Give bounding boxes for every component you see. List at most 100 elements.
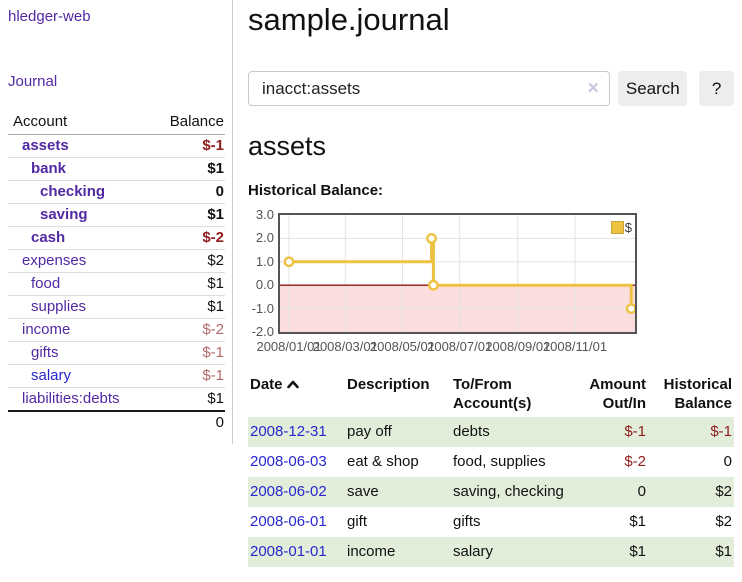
account-balance: $-2: [148, 226, 225, 250]
register-header-amount-line1: Amount: [589, 376, 646, 393]
account-link[interactable]: salary: [31, 367, 72, 384]
transaction-description: eat & shop: [347, 453, 419, 470]
transaction-date-link[interactable]: 2008-12-31: [250, 423, 327, 440]
register-header-amount[interactable]: Amount Out/In: [569, 373, 648, 417]
accounts-table: Account Balance assets $-1 bank $1 checking 0…: [8, 110, 225, 434]
account-link[interactable]: gifts: [31, 344, 59, 361]
account-row: income $-2: [8, 318, 225, 342]
accounts-header-account: Account: [8, 110, 149, 135]
account-balance: $-2: [148, 318, 225, 342]
search-input[interactable]: [249, 72, 610, 105]
account-balance: $1: [148, 387, 225, 412]
legend-label: $: [624, 220, 632, 235]
account-balance: $1: [148, 157, 225, 181]
account-balance: $1: [148, 272, 225, 296]
account-link[interactable]: supplies: [31, 298, 87, 315]
transaction-balance: 0: [723, 453, 732, 470]
transaction-row: 2008-01-01 income salary $1 $1: [248, 537, 734, 567]
account-link[interactable]: liabilities:debts: [22, 390, 120, 407]
transaction-description: gift: [347, 513, 368, 530]
register-header-description[interactable]: Description: [347, 376, 430, 393]
search-box: ✕: [248, 71, 611, 106]
transaction-row: 2008-06-03 eat & shop food, supplies $-2 0: [248, 447, 734, 477]
transaction-accounts: salary: [453, 543, 494, 560]
account-balance: 0: [148, 180, 225, 204]
transaction-balance: $-1: [710, 423, 732, 440]
transaction-date-link[interactable]: 2008-06-01: [250, 513, 327, 530]
account-link[interactable]: expenses: [22, 252, 87, 269]
transaction-amount: 0: [637, 483, 646, 500]
x-axis-tick-label: 2008/11/01: [542, 339, 608, 354]
account-balance: $-1: [148, 134, 225, 158]
legend-swatch-icon: [610, 221, 624, 234]
transaction-date-link[interactable]: 2008-01-01: [250, 543, 327, 560]
app-title-link[interactable]: hledger-web: [8, 8, 91, 25]
account-link[interactable]: saving: [40, 206, 88, 223]
y-axis-tick-label: 1.0: [255, 253, 274, 269]
help-button[interactable]: ?: [699, 71, 734, 106]
account-row: food $1: [8, 272, 225, 296]
account-row: liabilities:debts $1: [8, 387, 225, 412]
accounts-total-row: 0: [8, 410, 225, 434]
x-axis-tick-label: 2008/09/01: [485, 339, 551, 354]
register-header-amount-line2: Out/In: [602, 395, 646, 412]
account-balance: $-1: [148, 341, 225, 365]
data-point-marker: [428, 279, 439, 291]
account-balance: $1: [148, 295, 225, 319]
account-row: expenses $2: [8, 249, 225, 273]
y-axis-tick-label: -2.0: [251, 324, 274, 339]
register-header-date[interactable]: Date: [248, 373, 345, 417]
chart-heading: Historical Balance:: [248, 182, 384, 199]
account-balance: $1: [148, 203, 225, 227]
account-row: saving $1: [8, 203, 225, 227]
register-header-balance-line1: Historical: [663, 376, 732, 393]
main-content: sample.journal ✕ Search ? assets Histori…: [248, 0, 734, 567]
transaction-amount: $1: [629, 543, 646, 560]
transaction-row: 2008-06-01 gift gifts $1 $2: [248, 507, 734, 537]
account-link[interactable]: cash: [31, 229, 66, 246]
transaction-date-link[interactable]: 2008-06-03: [250, 453, 327, 470]
transaction-description: pay off: [347, 423, 392, 440]
account-row: checking 0: [8, 180, 225, 204]
register-header-balance[interactable]: Historical Balance: [648, 373, 734, 417]
page-title: sample.journal: [248, 2, 450, 37]
account-row: gifts $-1: [8, 341, 225, 365]
account-link[interactable]: bank: [31, 160, 67, 177]
chart-legend: $: [610, 220, 632, 235]
sidebar: hledger-web Journal Account Balance asse…: [0, 0, 233, 444]
register-header-balance-line2: Balance: [674, 395, 732, 412]
transaction-accounts: debts: [453, 423, 490, 440]
account-link[interactable]: income: [22, 321, 71, 338]
accounts-total-balance: 0: [148, 410, 225, 434]
register-header-accounts[interactable]: To/From Account(s): [451, 373, 569, 417]
search-button[interactable]: Search: [618, 71, 688, 106]
historical-balance-chart: 3.0 2.0 1.0 0.0 -1.0 -2.0 $ 2008/01/01 2008/03…: [248, 207, 734, 358]
account-row: cash $-2: [8, 226, 225, 250]
account-balance: $-1: [148, 364, 225, 388]
nav-journal-link[interactable]: Journal: [8, 73, 58, 90]
transaction-amount: $-1: [624, 423, 646, 440]
account-link[interactable]: assets: [22, 137, 69, 154]
account-row: supplies $1: [8, 295, 225, 319]
transaction-amount: $-2: [624, 453, 646, 470]
y-axis-tick-label: 2.0: [255, 230, 274, 246]
search-form: ✕ Search ?: [248, 71, 734, 106]
account-link[interactable]: checking: [40, 183, 106, 200]
y-axis-tick-label: 0.0: [255, 277, 274, 293]
chart-plot-area: $: [278, 213, 637, 334]
register-header-accounts-line1: To/From: [453, 376, 512, 393]
accounts-header-balance: Balance: [148, 110, 225, 135]
clear-icon[interactable]: ✕: [586, 80, 600, 97]
transaction-balance: $2: [715, 513, 732, 530]
account-link[interactable]: food: [31, 275, 61, 292]
x-axis-tick-label: 2008/05/01: [369, 339, 435, 354]
y-axis-tick-label: -1.0: [251, 300, 274, 316]
transaction-balance: $1: [715, 543, 732, 560]
register-header-accounts-line2: Account(s): [453, 395, 532, 412]
account-row: salary $-1: [8, 364, 225, 388]
account-row: assets $-1: [8, 134, 225, 158]
x-axis-tick-label: 2008/07/01: [427, 339, 493, 354]
register-header-row: Date Description To/From Account(s) Amoun…: [248, 373, 734, 417]
transaction-description: income: [347, 543, 396, 560]
transaction-date-link[interactable]: 2008-06-02: [250, 483, 327, 500]
